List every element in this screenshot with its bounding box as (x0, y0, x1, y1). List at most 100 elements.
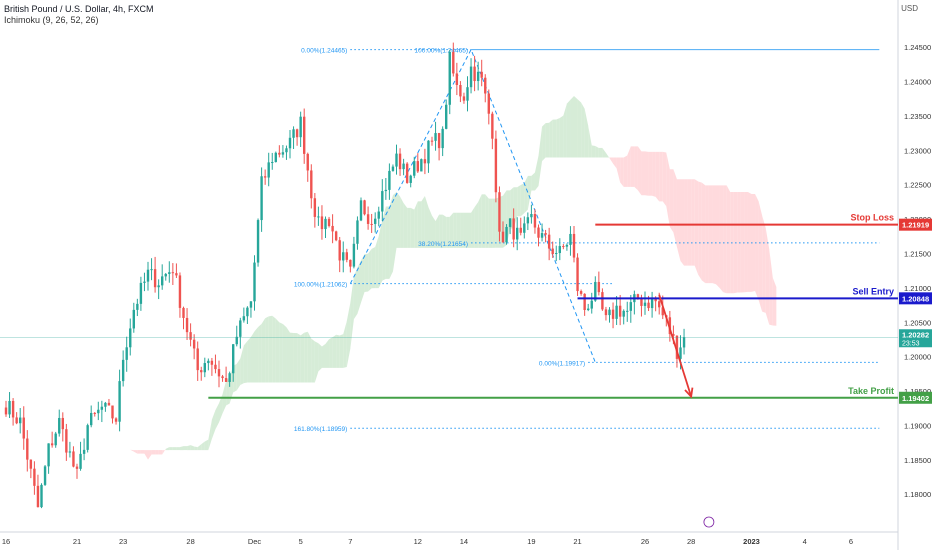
fibonacci-levels: 0.00%(1.24465) 100.00%(1.24465) 38.20%(1.2… (294, 48, 880, 433)
candle-body (93, 412, 96, 414)
candle-body (658, 301, 661, 308)
cloud-segment (453, 212, 457, 248)
candle-body (278, 152, 281, 155)
candle-body (129, 328, 132, 348)
cloud-segment (361, 254, 365, 303)
x-axis-ticks: 16 21 23 28 Dec 5 7 12 14 19 21 26 28 2023 4 6 (2, 537, 853, 546)
cloud-segment (190, 445, 195, 451)
cloud-segment (765, 227, 770, 325)
cloud-segment (318, 343, 322, 372)
cloud-segment (410, 207, 415, 248)
cloud-segment (751, 194, 756, 292)
cloud-segment (279, 322, 283, 383)
candle-body (271, 162, 274, 164)
cloud-segment (588, 125, 592, 158)
candle-body (423, 159, 427, 164)
cloud-segment (304, 331, 308, 383)
cloud-segment (116, 420, 120, 432)
cloud-segment (368, 248, 372, 292)
candle-body (136, 303, 139, 310)
cloud-segment (428, 207, 432, 248)
cloud-segment (708, 185, 713, 284)
cloud-segment (584, 108, 589, 158)
y-tick-label: 1.18500 (904, 456, 931, 465)
cloud-segment (513, 187, 518, 229)
cloud-segment (463, 212, 468, 248)
candle-body (672, 334, 675, 336)
cloud-segment (652, 151, 656, 197)
candle-body (118, 381, 121, 422)
fib-level-label: 100.00%(1.21062) (294, 282, 348, 289)
candle-body (107, 402, 111, 406)
y-tick-label: 1.21000 (904, 284, 931, 293)
candle-body (437, 133, 441, 149)
candle-body (114, 418, 118, 422)
candle-body (221, 376, 224, 379)
candle-body (164, 273, 167, 277)
cloud-segment (162, 448, 166, 455)
cloud-segment (662, 151, 667, 207)
candle-body (604, 309, 608, 316)
x-tick-label: 21 (573, 537, 581, 546)
cloud-segment (684, 179, 688, 266)
candle-body (452, 51, 455, 74)
last-price-label: 1.20282 (902, 330, 929, 339)
candle-body (434, 133, 437, 141)
candle-body (544, 233, 547, 235)
candle-body (533, 214, 537, 228)
candle-body (161, 276, 164, 286)
cloud-segment (620, 157, 624, 187)
cloud-segment (740, 192, 745, 293)
candle-body (643, 302, 647, 306)
cloud-segment (261, 318, 266, 383)
projection-arrow-head (684, 387, 694, 399)
sell-entry-value: 1.20848 (902, 294, 929, 303)
projection-arrow-shaft (658, 294, 693, 397)
candle-body (508, 218, 512, 227)
candle-body (427, 140, 430, 164)
candle-body (121, 359, 125, 382)
candle-body (90, 412, 93, 426)
candle-body (466, 87, 469, 101)
cloud-segment (531, 172, 535, 191)
cloud-segment (755, 194, 759, 300)
fib-level-label: 0.00%(1.19917) (539, 360, 585, 367)
candle-body (256, 220, 260, 263)
candle-body (263, 176, 267, 178)
candle-body (313, 198, 317, 217)
cloud-segment (676, 179, 681, 262)
cloud-segment (538, 126, 543, 186)
candle-body (590, 300, 593, 309)
candle-body (587, 308, 590, 310)
candle-body (150, 269, 153, 271)
cloud-segment (747, 192, 752, 292)
cloud-segment (442, 214, 447, 248)
candle-body (139, 282, 143, 304)
candle-body (359, 200, 363, 221)
cloud-segment (155, 450, 159, 455)
candle-body (469, 66, 473, 88)
candle-body (583, 293, 586, 310)
cloud-segment (293, 333, 298, 383)
candle-body (420, 159, 423, 172)
cloud-segment (321, 343, 326, 368)
cloud-segment (311, 338, 315, 383)
cloud-segment (673, 169, 677, 248)
sell-entry-badge (899, 292, 932, 305)
candle-body (334, 231, 338, 241)
cloud-segment (666, 152, 670, 227)
cloud-segment (172, 447, 177, 451)
candle-body (79, 453, 82, 469)
cloud-segment (272, 315, 276, 383)
cloud-segment (375, 235, 379, 289)
candle-body (626, 310, 629, 312)
candle-body (381, 191, 384, 212)
cloud-segment (400, 196, 404, 248)
candle-body (214, 364, 217, 370)
cloud-segment (439, 214, 443, 248)
candle-body (498, 192, 501, 232)
cloud-segment (449, 212, 454, 248)
candle-body (615, 305, 618, 319)
candle-body (22, 417, 25, 439)
